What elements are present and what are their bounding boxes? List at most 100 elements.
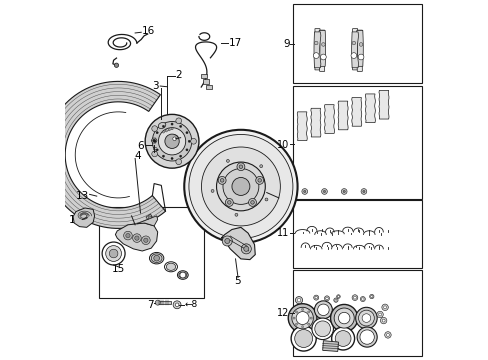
Text: 15: 15 (111, 264, 124, 274)
Circle shape (155, 300, 160, 305)
Circle shape (216, 162, 265, 211)
Circle shape (320, 54, 325, 60)
Circle shape (105, 246, 121, 261)
Circle shape (156, 149, 158, 151)
Circle shape (170, 135, 178, 143)
Circle shape (325, 297, 327, 300)
Circle shape (175, 303, 179, 307)
Circle shape (333, 308, 353, 328)
Text: ←8: ←8 (180, 133, 194, 142)
Circle shape (185, 132, 188, 134)
Text: 13: 13 (76, 191, 89, 201)
Bar (293, 201, 422, 268)
Circle shape (314, 321, 330, 337)
Circle shape (171, 128, 173, 130)
Circle shape (162, 131, 164, 133)
Circle shape (301, 325, 303, 328)
Circle shape (314, 41, 317, 45)
Circle shape (172, 137, 176, 140)
Bar (156, 301, 171, 305)
Circle shape (226, 159, 229, 162)
Circle shape (341, 189, 346, 194)
Circle shape (301, 189, 307, 194)
Circle shape (382, 319, 384, 322)
Circle shape (114, 63, 119, 67)
Circle shape (335, 330, 350, 346)
Circle shape (123, 231, 132, 240)
Circle shape (313, 295, 318, 300)
Circle shape (241, 244, 251, 254)
Text: 17: 17 (228, 38, 242, 48)
Polygon shape (378, 90, 388, 119)
Circle shape (257, 179, 261, 182)
Bar (201, 74, 207, 78)
Circle shape (317, 304, 328, 316)
Circle shape (383, 306, 386, 309)
Circle shape (358, 310, 373, 326)
Circle shape (165, 130, 167, 132)
Circle shape (361, 298, 364, 300)
Circle shape (222, 236, 232, 246)
Bar (293, 270, 422, 356)
Circle shape (355, 307, 376, 329)
Circle shape (264, 198, 267, 201)
Polygon shape (310, 108, 320, 137)
Circle shape (227, 201, 231, 204)
Circle shape (162, 125, 164, 127)
Polygon shape (297, 112, 306, 140)
Circle shape (255, 176, 263, 184)
Circle shape (343, 190, 345, 193)
Circle shape (314, 296, 317, 299)
Circle shape (359, 42, 362, 46)
Circle shape (337, 296, 339, 297)
Bar (293, 4, 422, 83)
Circle shape (291, 307, 313, 329)
Circle shape (220, 179, 224, 182)
Circle shape (176, 118, 181, 124)
Polygon shape (352, 29, 357, 70)
Text: 4: 4 (134, 150, 141, 161)
Polygon shape (322, 341, 338, 351)
Circle shape (173, 301, 181, 309)
Bar (206, 85, 212, 89)
Text: ←8: ←8 (184, 300, 197, 309)
Circle shape (109, 249, 118, 258)
Circle shape (164, 134, 179, 148)
Circle shape (370, 296, 372, 298)
Circle shape (223, 168, 258, 204)
Circle shape (218, 176, 225, 184)
Circle shape (321, 42, 325, 46)
Text: 7: 7 (146, 300, 153, 310)
Polygon shape (337, 101, 347, 130)
Polygon shape (221, 227, 255, 260)
Circle shape (380, 318, 386, 324)
Polygon shape (365, 94, 375, 123)
Circle shape (125, 233, 130, 238)
Ellipse shape (179, 272, 186, 278)
Circle shape (381, 304, 387, 311)
Text: 16: 16 (142, 26, 155, 36)
Circle shape (158, 128, 185, 155)
Circle shape (313, 53, 319, 58)
Circle shape (171, 123, 173, 125)
Bar (99, 207, 204, 298)
Circle shape (168, 129, 170, 131)
Circle shape (180, 272, 185, 278)
Circle shape (132, 234, 141, 242)
Text: 2: 2 (175, 70, 182, 80)
Circle shape (362, 314, 370, 322)
Circle shape (156, 132, 158, 134)
Circle shape (323, 190, 325, 193)
Circle shape (295, 311, 297, 313)
Text: 12: 12 (277, 309, 289, 318)
Bar (146, 214, 152, 220)
Circle shape (162, 155, 164, 157)
Circle shape (301, 309, 303, 311)
Circle shape (386, 333, 388, 336)
Circle shape (334, 299, 336, 301)
Circle shape (295, 323, 297, 325)
Circle shape (151, 126, 157, 131)
Circle shape (142, 236, 150, 244)
Text: 11: 11 (277, 228, 289, 238)
Circle shape (250, 201, 254, 204)
